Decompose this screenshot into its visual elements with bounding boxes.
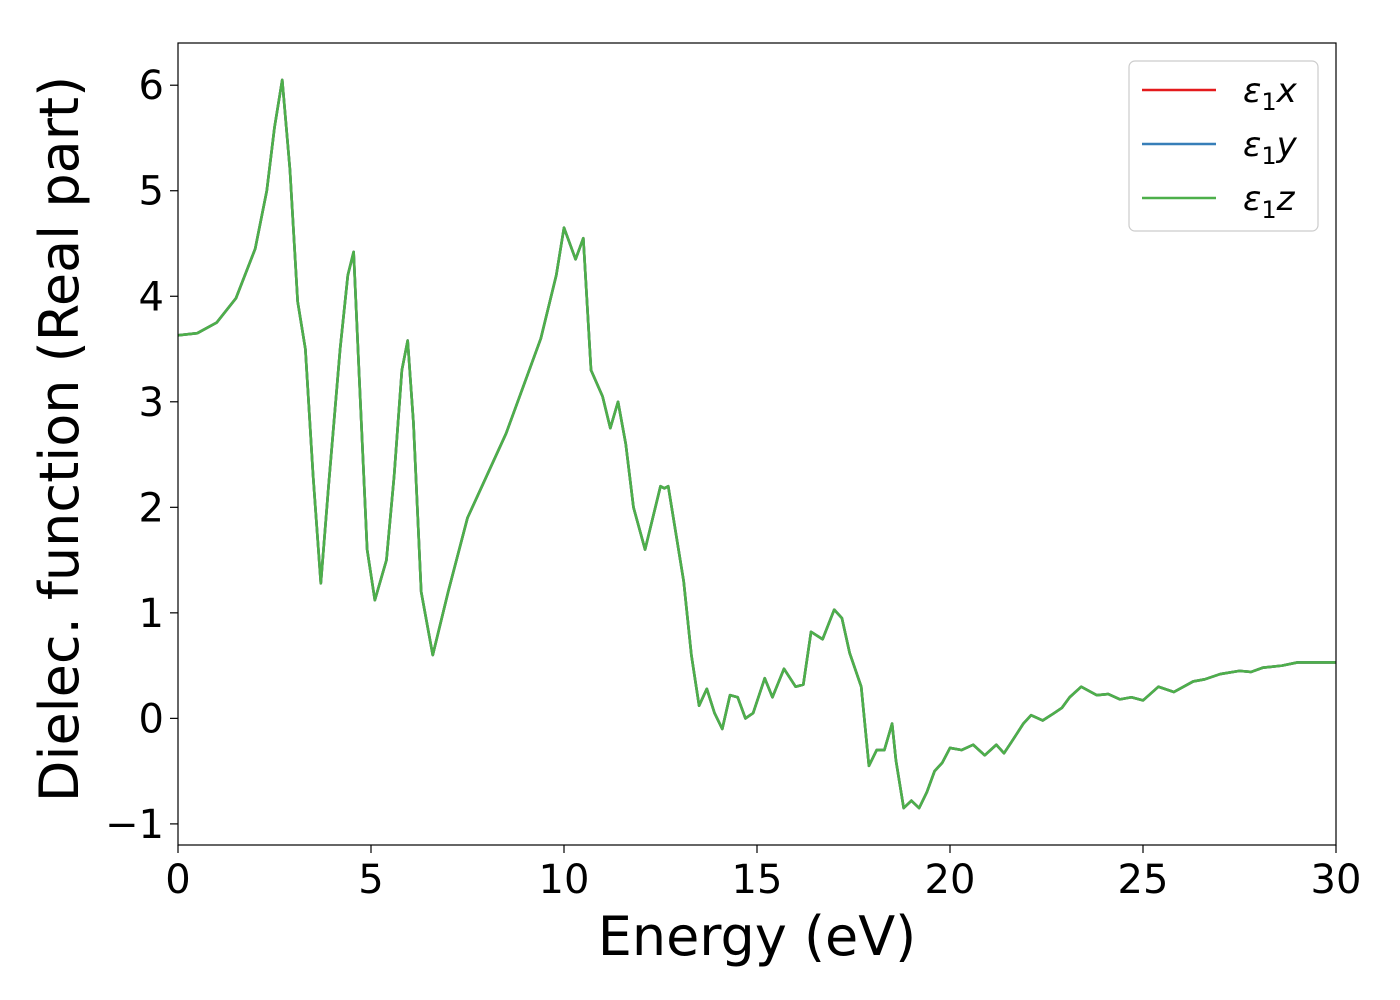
- legend-entry-label: ε1y: [1243, 125, 1298, 170]
- x-tick-label: 15: [732, 857, 783, 903]
- x-tick-label: 10: [539, 857, 590, 903]
- legend-entry-label: ε1x: [1243, 71, 1298, 116]
- legend-subscript: 1: [1261, 142, 1276, 170]
- x-tick-label: 0: [165, 857, 190, 903]
- legend-symbol: ε: [1243, 71, 1261, 111]
- y-tick-label: −1: [105, 802, 164, 848]
- legend-subscript: 1: [1261, 196, 1276, 224]
- series-layer: [178, 78, 1336, 810]
- y-tick-label: 0: [139, 696, 164, 742]
- legend-axis: x: [1276, 71, 1298, 111]
- y-tick-label: 3: [139, 380, 164, 426]
- x-axis-title: Energy (eV): [598, 905, 917, 968]
- series-line-ε1z: [178, 78, 1336, 810]
- legend-symbol: ε: [1243, 125, 1261, 165]
- x-tick-label: 20: [925, 857, 976, 903]
- y-tick-label: 5: [139, 169, 164, 215]
- x-tick-label: 5: [358, 857, 383, 903]
- legend-axis: y: [1276, 125, 1298, 165]
- x-axis-ticks: 0 5 10 15 20 25 30: [165, 845, 1361, 903]
- y-tick-label: 4: [139, 274, 164, 320]
- legend-subscript: 1: [1261, 88, 1276, 116]
- y-axis-ticks: −1 0 1 2 3 4 5 6: [105, 63, 178, 848]
- y-tick-label: 2: [139, 485, 164, 531]
- legend-symbol: ε: [1243, 179, 1261, 219]
- legend-box: [1128, 60, 1319, 232]
- x-tick-label: 25: [1118, 857, 1169, 903]
- y-axis-title: Dielec. function (Real part): [28, 76, 91, 802]
- y-tick-label: 6: [139, 63, 164, 109]
- legend-entry-label: ε1z: [1243, 179, 1296, 224]
- x-tick-label: 30: [1311, 857, 1362, 903]
- legend-axis: z: [1276, 179, 1296, 219]
- y-tick-label: 1: [139, 591, 164, 637]
